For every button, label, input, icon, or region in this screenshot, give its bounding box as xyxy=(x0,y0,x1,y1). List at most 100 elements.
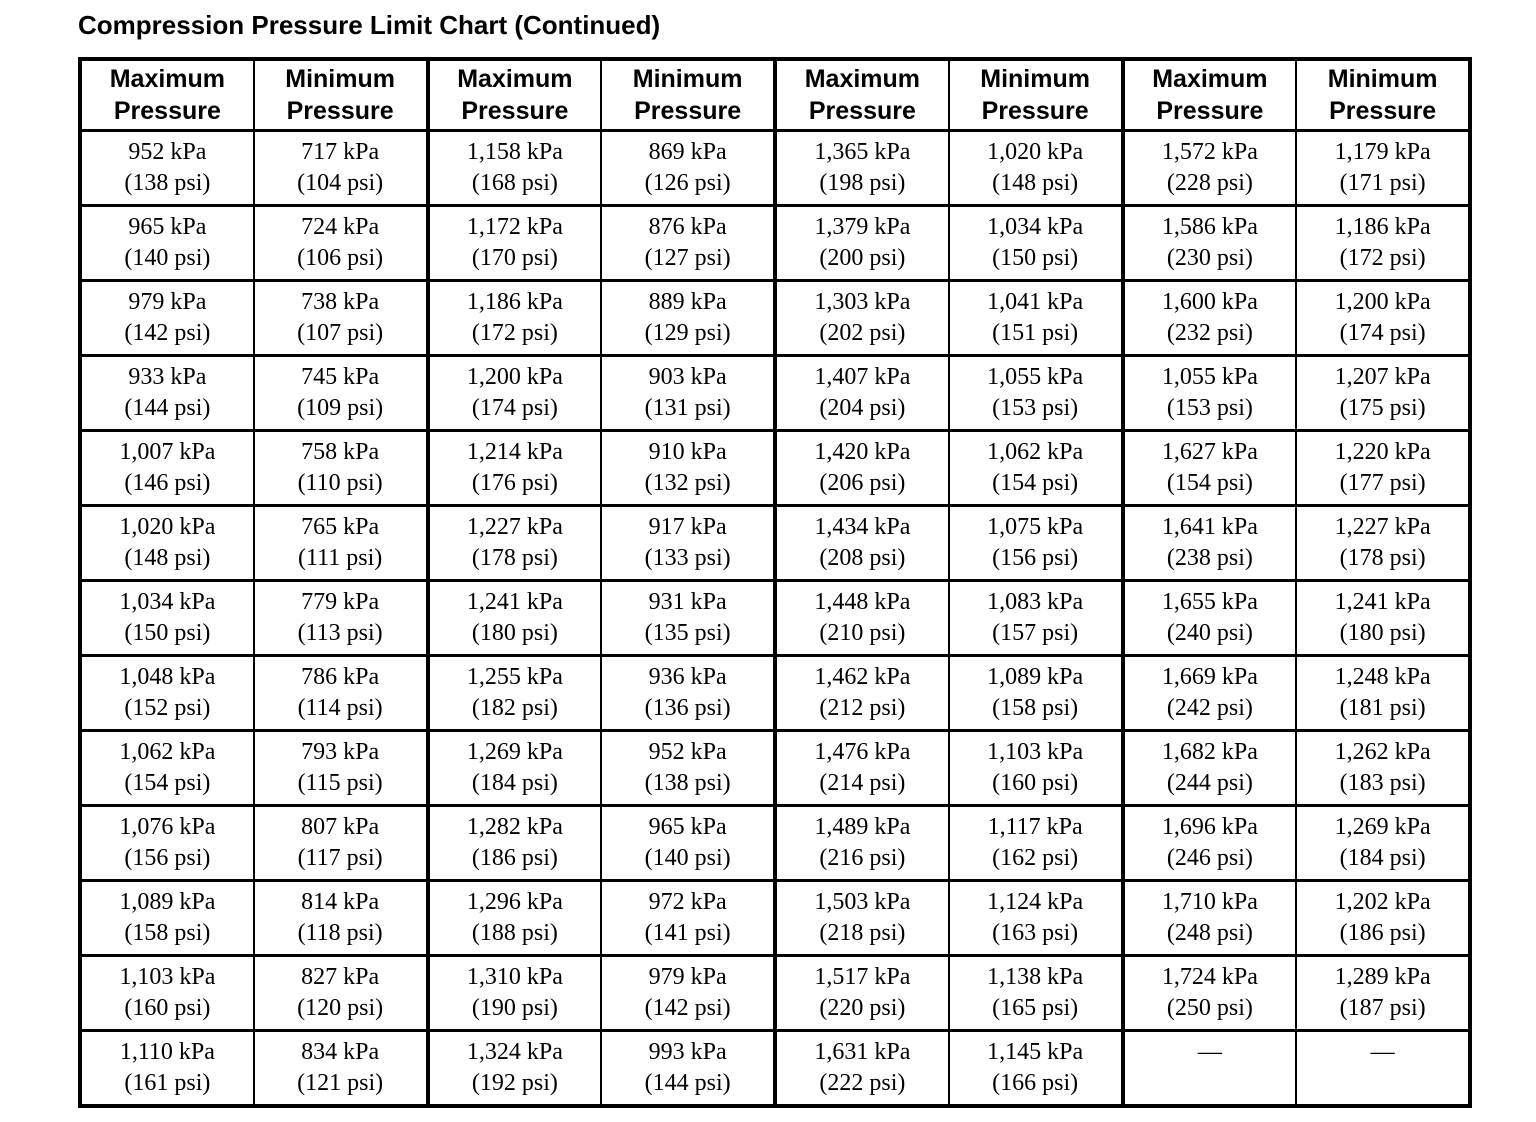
psi-value: (172 psi) xyxy=(1339,245,1426,271)
pressure-cell: 1,310 kPa (190 psi) xyxy=(427,955,603,1032)
pressure-cell: 993 kPa (144 psi) xyxy=(601,1030,777,1108)
pressure-cell: 965 kPa (140 psi) xyxy=(601,805,777,882)
pressure-cell: 814 kPa (118 psi) xyxy=(253,880,430,957)
kpa-value: 1,007 kPa xyxy=(119,439,216,465)
psi-value: (190 psi) xyxy=(471,995,558,1021)
psi-value: (153 psi) xyxy=(992,395,1079,421)
kpa-value: 952 kPa xyxy=(128,139,207,165)
column-header: Maximum Pressure xyxy=(1122,59,1298,132)
kpa-value: 1,641 kPa xyxy=(1161,514,1258,540)
pressure-cell: 1,434 kPa (208 psi) xyxy=(775,505,950,582)
psi-value: (206 psi) xyxy=(819,470,906,496)
kpa-value: 1,407 kPa xyxy=(814,364,911,390)
pressure-cell: 1,220 kPa (177 psi) xyxy=(1296,430,1472,507)
pressure-cell: 779 kPa (113 psi) xyxy=(253,580,430,657)
psi-value: (163 psi) xyxy=(992,920,1079,946)
kpa-value: 1,020 kPa xyxy=(119,514,216,540)
kpa-value: 814 kPa xyxy=(301,889,380,915)
kpa-value: 1,103 kPa xyxy=(119,964,216,990)
column-header: Maximum Pressure xyxy=(427,59,603,132)
psi-value: (240 psi) xyxy=(1166,620,1253,646)
pressure-cell: 952 kPa (138 psi) xyxy=(601,730,777,807)
psi-value: (186 psi) xyxy=(1339,920,1426,946)
kpa-value: 1,207 kPa xyxy=(1334,364,1431,390)
table-row: 979 kPa (142 psi) 738 kPa (107 psi) 1,186 kP… xyxy=(80,280,1472,357)
psi-value: (174 psi) xyxy=(1339,320,1426,346)
psi-value: (115 psi) xyxy=(297,770,383,796)
table-row: 952 kPa (138 psi) 717 kPa (104 psi) 1,158 kP… xyxy=(80,130,1472,207)
psi-value: (242 psi) xyxy=(1166,695,1253,721)
pressure-cell: 1,214 kPa (176 psi) xyxy=(427,430,603,507)
psi-value: (106 psi) xyxy=(297,245,384,271)
kpa-value: 1,089 kPa xyxy=(987,664,1084,690)
pressure-cell: 827 kPa (120 psi) xyxy=(253,955,430,1032)
kpa-value: 807 kPa xyxy=(301,814,380,840)
pressure-cell: 1,089 kPa (158 psi) xyxy=(948,655,1125,732)
pressure-cell: 1,448 kPa (210 psi) xyxy=(775,580,950,657)
table-row: 1,007 kPa (146 psi) 758 kPa (110 psi) 1,214 … xyxy=(80,430,1472,507)
kpa-value: 1,214 kPa xyxy=(466,439,563,465)
psi-value: (177 psi) xyxy=(1339,470,1426,496)
pressure-cell: 1,110 kPa (161 psi) xyxy=(80,1030,255,1108)
kpa-value: 1,075 kPa xyxy=(987,514,1084,540)
table-row: 1,110 kPa (161 psi) 834 kPa (121 psi) 1,324 … xyxy=(80,1030,1472,1108)
psi-value: (142 psi) xyxy=(124,320,211,346)
kpa-value: 979 kPa xyxy=(128,289,207,315)
compression-pressure-table: Maximum Pressure Minimum Pressure Maximum Pre… xyxy=(78,57,1472,1108)
pressure-cell: 1,282 kPa (186 psi) xyxy=(427,805,603,882)
table-row: 1,103 kPa (160 psi) 827 kPa (120 psi) 1,310 … xyxy=(80,955,1472,1032)
column-header: Minimum Pressure xyxy=(1296,59,1472,132)
kpa-value: 1,262 kPa xyxy=(1334,739,1431,765)
kpa-value: 1,200 kPa xyxy=(1334,289,1431,315)
column-header: Minimum Pressure xyxy=(253,59,430,132)
kpa-value: 1,055 kPa xyxy=(987,364,1084,390)
psi-value: (120 psi) xyxy=(297,995,384,1021)
pressure-cell: 1,710 kPa (248 psi) xyxy=(1122,880,1298,957)
pressure-cell: 1,517 kPa (220 psi) xyxy=(775,955,950,1032)
psi-value: (186 psi) xyxy=(471,845,558,871)
psi-value: (150 psi) xyxy=(992,245,1079,271)
psi-value: (188 psi) xyxy=(471,920,558,946)
kpa-value: 1,089 kPa xyxy=(119,889,216,915)
pressure-cell: 1,020 kPa (148 psi) xyxy=(948,130,1125,207)
psi-value: (218 psi) xyxy=(819,920,906,946)
psi-value: (144 psi) xyxy=(124,395,211,421)
pressure-cell: 1,179 kPa (171 psi) xyxy=(1296,130,1472,207)
kpa-value: 1,186 kPa xyxy=(466,289,563,315)
kpa-value: 933 kPa xyxy=(128,364,207,390)
pressure-cell: 1,186 kPa (172 psi) xyxy=(1296,205,1472,282)
page-title: Compression Pressure Limit Chart (Contin… xyxy=(78,10,661,40)
psi-value: (250 psi) xyxy=(1166,995,1253,1021)
kpa-value: 1,365 kPa xyxy=(814,139,911,165)
psi-value: (200 psi) xyxy=(819,245,906,271)
pressure-cell: 1,586 kPa (230 psi) xyxy=(1122,205,1298,282)
psi-value: (161 psi) xyxy=(124,1070,211,1096)
pressure-cell: 972 kPa (141 psi) xyxy=(601,880,777,957)
pressure-cell: 1,365 kPa (198 psi) xyxy=(775,130,950,207)
pressure-cell: — xyxy=(1296,1030,1472,1108)
psi-value: (184 psi) xyxy=(1339,845,1426,871)
pressure-cell: 724 kPa (106 psi) xyxy=(253,205,430,282)
pressure-cell: 1,145 kPa (166 psi) xyxy=(948,1030,1125,1108)
pressure-cell: 869 kPa (126 psi) xyxy=(601,130,777,207)
psi-value: (135 psi) xyxy=(644,620,731,646)
pressure-cell: 834 kPa (121 psi) xyxy=(253,1030,430,1108)
kpa-value: 1,655 kPa xyxy=(1161,589,1258,615)
kpa-value: 1,462 kPa xyxy=(814,664,911,690)
pressure-cell: 1,207 kPa (175 psi) xyxy=(1296,355,1472,432)
kpa-value: 1,034 kPa xyxy=(119,589,216,615)
pressure-cell: 1,476 kPa (214 psi) xyxy=(775,730,950,807)
psi-value: (212 psi) xyxy=(819,695,906,721)
psi-value: (107 psi) xyxy=(297,320,384,346)
psi-value: (138 psi) xyxy=(124,170,211,196)
pressure-cell: 1,227 kPa (178 psi) xyxy=(427,505,603,582)
psi-value: (166 psi) xyxy=(992,1070,1079,1096)
psi-value: (246 psi) xyxy=(1166,845,1253,871)
kpa-value: 1,269 kPa xyxy=(1334,814,1431,840)
psi-value: (104 psi) xyxy=(297,170,384,196)
psi-value: (152 psi) xyxy=(124,695,211,721)
kpa-value: 1,600 kPa xyxy=(1161,289,1258,315)
psi-value: (117 psi) xyxy=(297,845,383,871)
pressure-cell: 1,020 kPa (148 psi) xyxy=(80,505,255,582)
table-row: 1,034 kPa (150 psi) 779 kPa (113 psi) 1,241 … xyxy=(80,580,1472,657)
